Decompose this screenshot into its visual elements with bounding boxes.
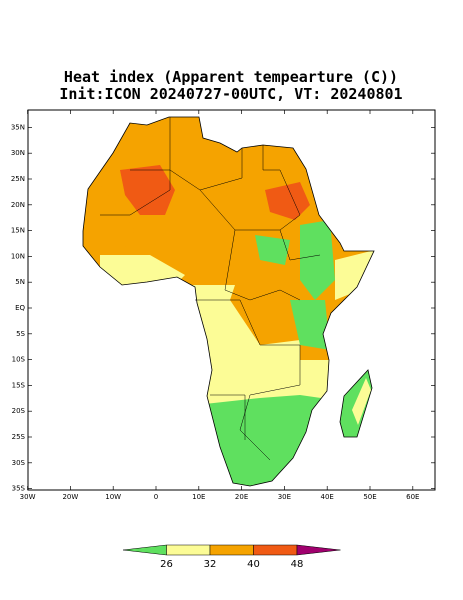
map-frame — [27, 109, 436, 491]
field-red — [120, 165, 175, 215]
lat-tick-label: 15S — [12, 381, 26, 389]
title: Heat index (Apparent tempearture (C)) — [64, 68, 398, 86]
lat-tick-label: 30S — [12, 459, 26, 467]
lat-tick-label: 5S — [16, 330, 25, 338]
lon-tick-label: 20W — [62, 493, 78, 501]
axis-ticks: 35N 30N 25N 20N 15N 10N 5N EQ 5S 10S 15S 20S 25S 30S 3… — [11, 110, 435, 501]
lon-tick-label: 40E — [321, 493, 334, 501]
field-yellow — [352, 378, 371, 425]
lon-tick-label: 10W — [105, 493, 121, 501]
borders — [100, 117, 321, 461]
colorbar-segment — [122, 544, 167, 556]
field-yellow — [335, 250, 374, 300]
field-yellow — [100, 255, 185, 285]
lon-tick-label: 60E — [406, 493, 419, 501]
lon-tick-label: 30W — [20, 493, 36, 501]
colorbar-label: 32 — [204, 559, 217, 570]
colorbar-label: 48 — [291, 559, 304, 570]
subtitle: Init:ICON 20240727-00UTC, VT: 20240801 — [59, 85, 402, 103]
field-red — [265, 182, 310, 220]
lat-tick-label: 25N — [11, 175, 25, 183]
lon-tick-label: 20E — [235, 493, 248, 501]
colorbar-segment — [296, 544, 341, 556]
field-green — [290, 300, 330, 350]
colorbar-segment — [166, 544, 211, 556]
colorbar-segment — [209, 544, 254, 556]
lat-tick-label: 25S — [12, 433, 26, 441]
lat-tick-label: 10S — [12, 356, 26, 364]
colorbar-label: 26 — [160, 559, 173, 570]
map — [27, 109, 436, 491]
lat-tick-label: 10N — [11, 252, 25, 260]
lat-tick-label: 30N — [11, 149, 25, 157]
lon-tick-label: 50E — [363, 493, 376, 501]
lat-tick-label: 35N — [11, 123, 25, 131]
lat-tick-label: 35S — [12, 485, 26, 493]
field-yellow — [190, 285, 330, 415]
lon-tick-label: 10E — [192, 493, 205, 501]
lat-tick-label: 20N — [11, 201, 25, 209]
lat-tick-label: 20S — [12, 407, 26, 415]
lat-tick-label: 15N — [11, 227, 25, 235]
field-green — [300, 220, 335, 300]
colorbar-segment — [253, 544, 298, 556]
field-orange — [83, 185, 135, 275]
colorbar-label: 40 — [247, 559, 260, 570]
lon-tick-label: 0 — [154, 493, 158, 501]
field-green — [255, 235, 290, 265]
colorbar: 26 32 40 48 — [122, 544, 341, 570]
lat-tick-label: EQ — [15, 304, 25, 312]
lat-tick-label: 5N — [15, 278, 25, 286]
lon-tick-label: 30E — [278, 493, 291, 501]
